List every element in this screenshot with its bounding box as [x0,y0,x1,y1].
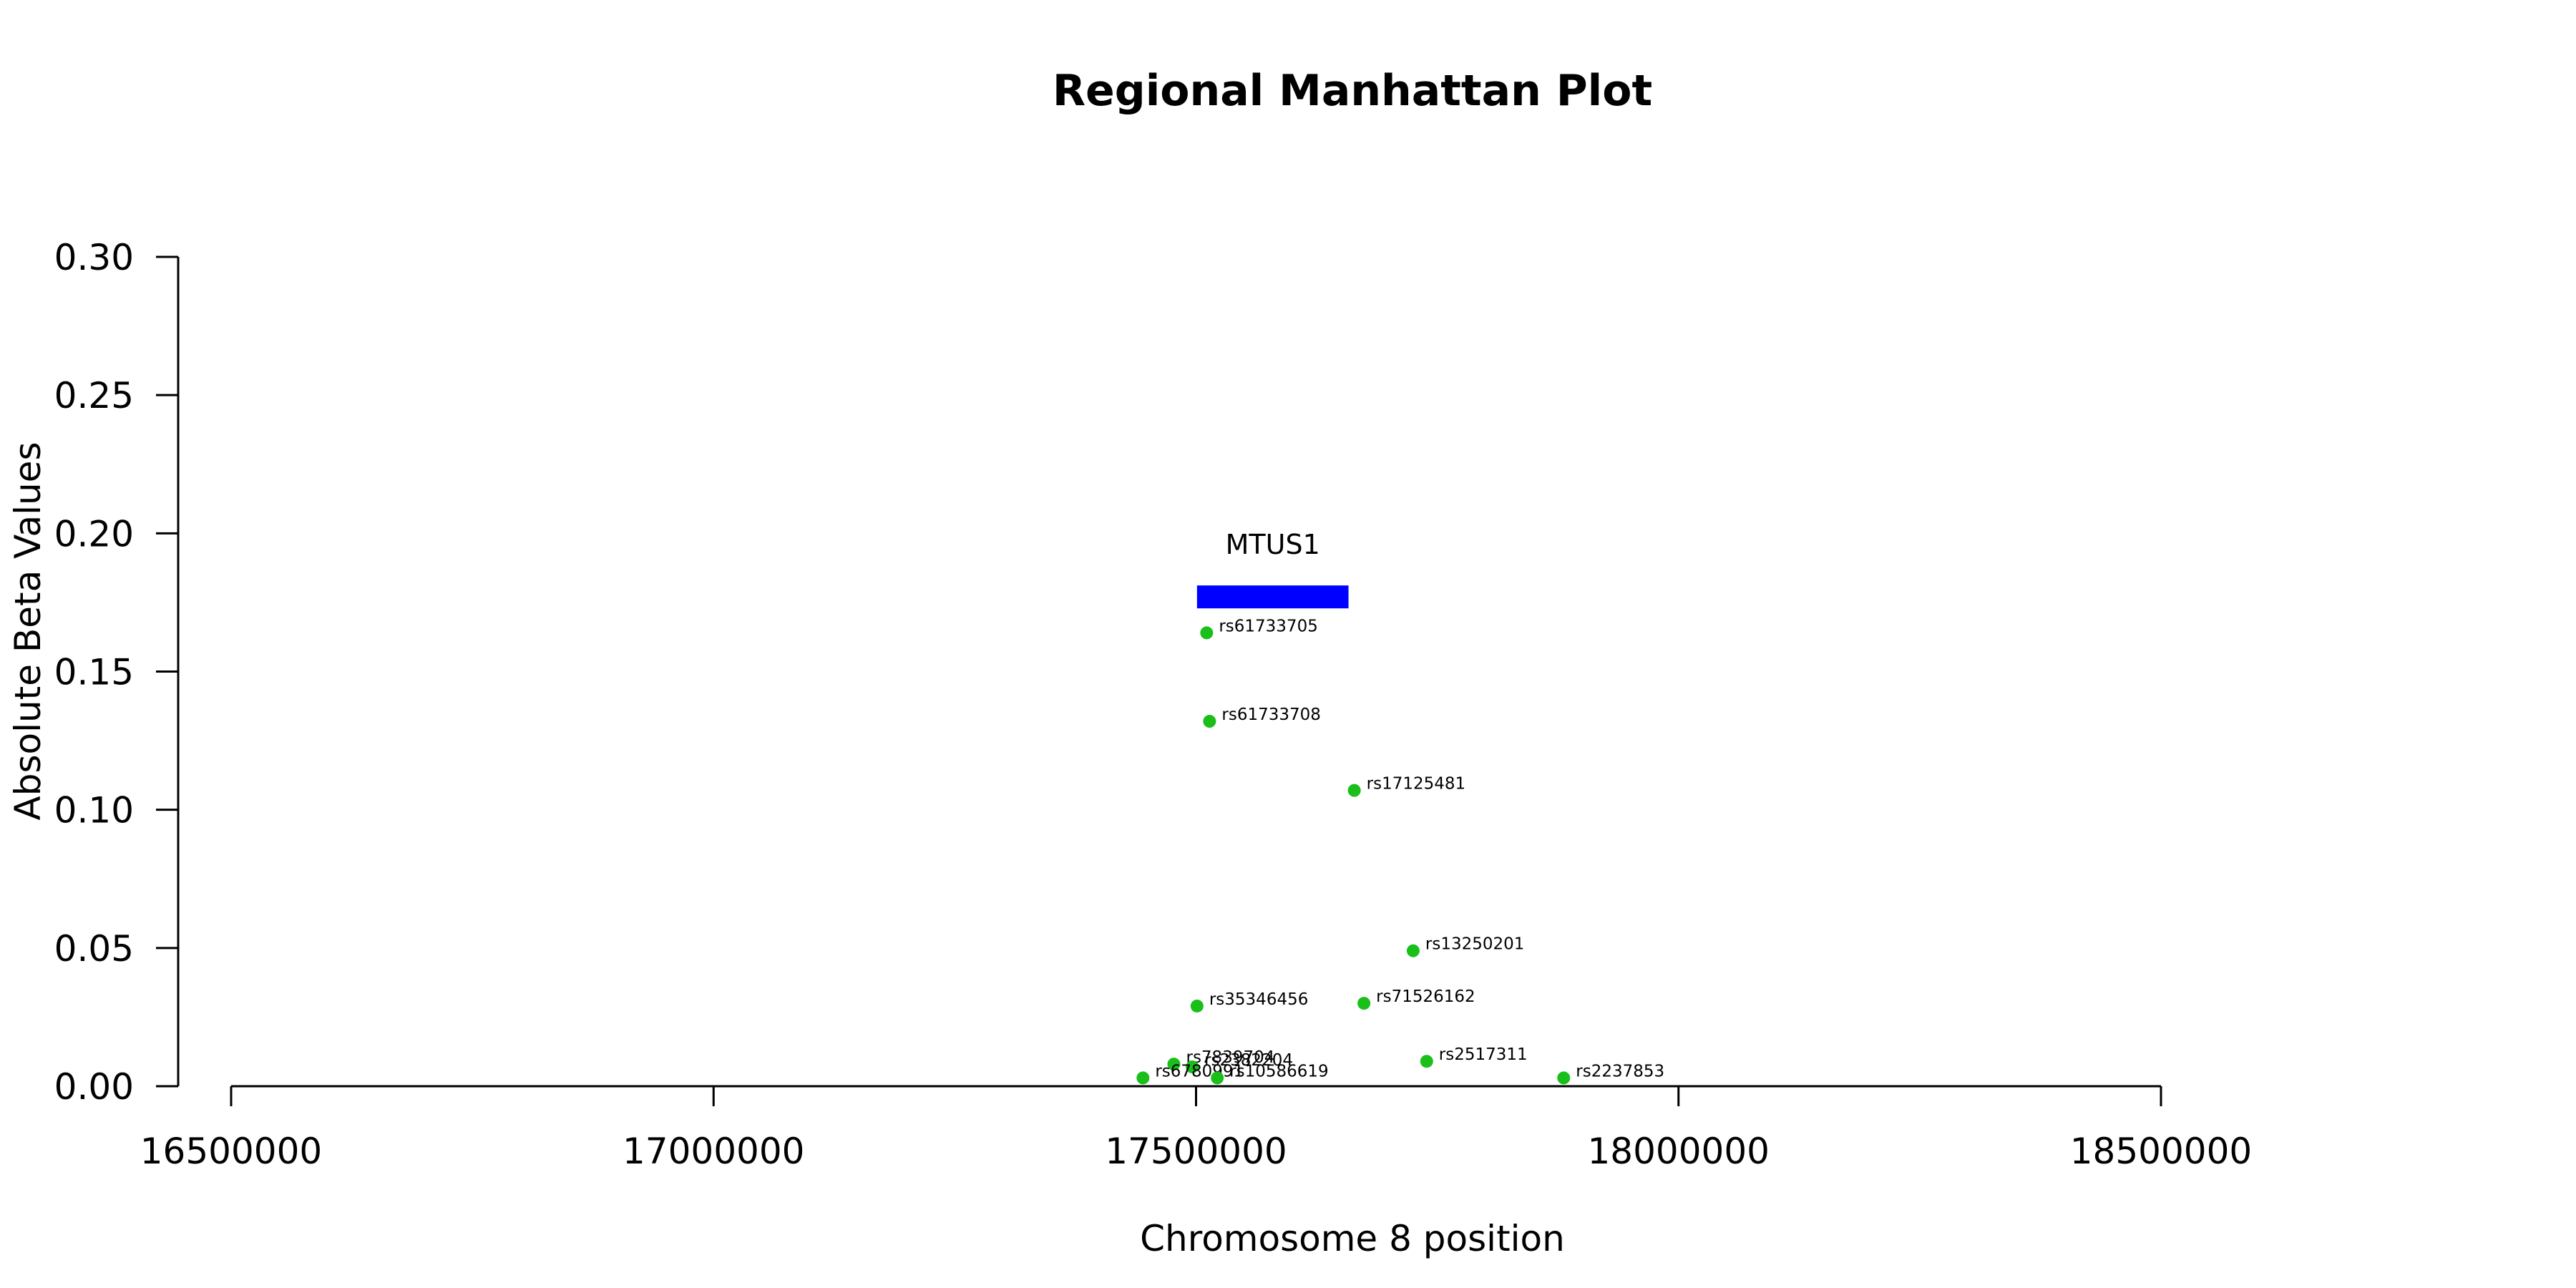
gene-bar [1196,585,1349,609]
axes: 16500000 17000000 17500000 18000000 18500000… [54,237,2253,1172]
snp-label: rs61733708 [1221,706,1321,724]
y-tick-label: 0.10 [54,790,134,831]
snp-label: rs10586619 [1229,1062,1329,1080]
gene-track: MTUS1 [1196,529,1349,609]
y-tick-label: 0.15 [54,652,134,693]
snp-label: rs2237853 [1576,1062,1664,1080]
y-axis-label: Absolute Beta Values [7,442,49,821]
snp-label: rs35346456 [1209,990,1309,1009]
y-tick-label: 0.00 [54,1066,134,1108]
snp-point [1136,1071,1150,1085]
x-tick-label: 17000000 [623,1131,805,1172]
snp-point [1203,715,1216,728]
snp-label: rs2517311 [1439,1045,1528,1064]
y-tick-label: 0.20 [54,513,134,555]
snp-point [1357,997,1371,1010]
x-axis-label: Chromosome 8 position [1140,1218,1565,1259]
snp-label: rs61733705 [1219,617,1318,635]
snp-point [1186,1060,1199,1073]
snp-point [1420,1055,1433,1068]
gene-label: MTUS1 [1226,529,1320,560]
y-tick-label: 0.25 [54,375,134,416]
snp-point [1557,1071,1571,1085]
y-tick-label: 0.30 [54,237,134,278]
snp-point [1167,1058,1181,1071]
chart-title: Regional Manhattan Plot [1053,66,1652,116]
snp-label: rs2382204 [1204,1051,1293,1070]
snp-point [1347,784,1361,797]
snp-point [1211,1071,1224,1085]
snp-label: rs71526162 [1376,987,1475,1006]
snp-point [1200,626,1214,640]
data-points: rs61733705 rs61733708 rs17125481 rs13250201… [1136,617,1664,1085]
snp-label: rs6780991 [1155,1062,1244,1080]
x-tick-label: 18000000 [1588,1131,1770,1172]
snp-label: rs17125481 [1367,775,1466,794]
x-tick-label: 17500000 [1105,1131,1287,1172]
snp-point [1406,944,1420,957]
snp-point [1190,999,1204,1013]
x-tick-label: 16500000 [140,1131,323,1172]
y-tick-label: 0.05 [54,928,134,970]
x-tick-label: 18500000 [2070,1131,2253,1172]
snp-label: rs7839704 [1186,1048,1274,1067]
snp-label: rs13250201 [1425,935,1525,954]
